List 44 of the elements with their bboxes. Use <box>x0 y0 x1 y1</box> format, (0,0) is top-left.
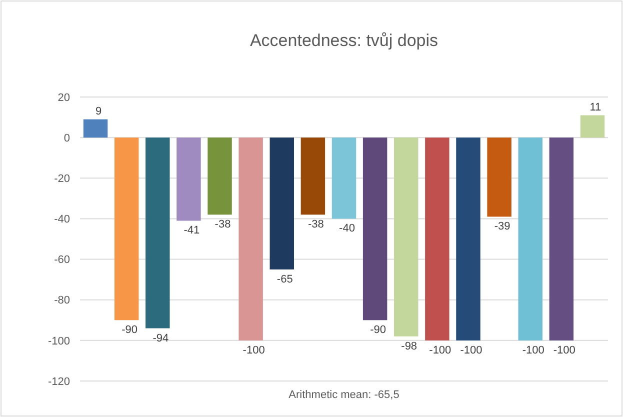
y-tick-label: 20 <box>58 92 70 104</box>
data-label: -40 <box>339 222 355 235</box>
bar <box>549 138 574 340</box>
data-label: -98 <box>401 340 418 352</box>
data-label: -38 <box>308 218 324 231</box>
bar <box>270 138 294 270</box>
data-label: -94 <box>152 332 169 344</box>
data-label: -39 <box>494 220 510 233</box>
y-tick-label: -40 <box>54 214 70 226</box>
bar <box>208 138 232 215</box>
y-tick-label: 0 <box>64 132 70 144</box>
data-label: -100 <box>242 344 265 356</box>
data-label: -100 <box>522 344 544 356</box>
bar <box>332 138 356 219</box>
bar <box>487 138 512 217</box>
data-label: -90 <box>370 324 386 336</box>
bar <box>362 138 388 320</box>
bar <box>300 138 326 215</box>
chart-title: Accentedness: tvůj dopis <box>250 31 438 50</box>
y-tick-label: -120 <box>48 376 70 388</box>
data-label: 9 <box>95 105 102 118</box>
bar <box>83 119 108 138</box>
bar <box>238 138 263 340</box>
bar <box>518 138 542 340</box>
bar <box>425 138 450 340</box>
bar <box>580 115 605 138</box>
bar <box>456 138 480 340</box>
y-tick-label: -20 <box>54 172 70 185</box>
y-tick-label: -80 <box>54 294 70 307</box>
bar <box>146 138 170 328</box>
text: Arithmetic mean: -65,5 <box>288 389 400 401</box>
bar <box>114 138 139 320</box>
data-label: -100 <box>429 344 452 356</box>
data-label: -100 <box>553 344 576 356</box>
data-label: -90 <box>122 324 138 336</box>
bar <box>394 138 418 336</box>
data-label: 11 <box>590 101 602 114</box>
y-tick-label: -100 <box>48 335 70 348</box>
data-label: -41 <box>184 224 200 237</box>
data-label: -100 <box>460 344 482 356</box>
bar <box>176 138 201 221</box>
data-label: -38 <box>214 218 231 231</box>
y-tick-label: -60 <box>54 254 70 266</box>
data-label: -65 <box>276 273 293 286</box>
